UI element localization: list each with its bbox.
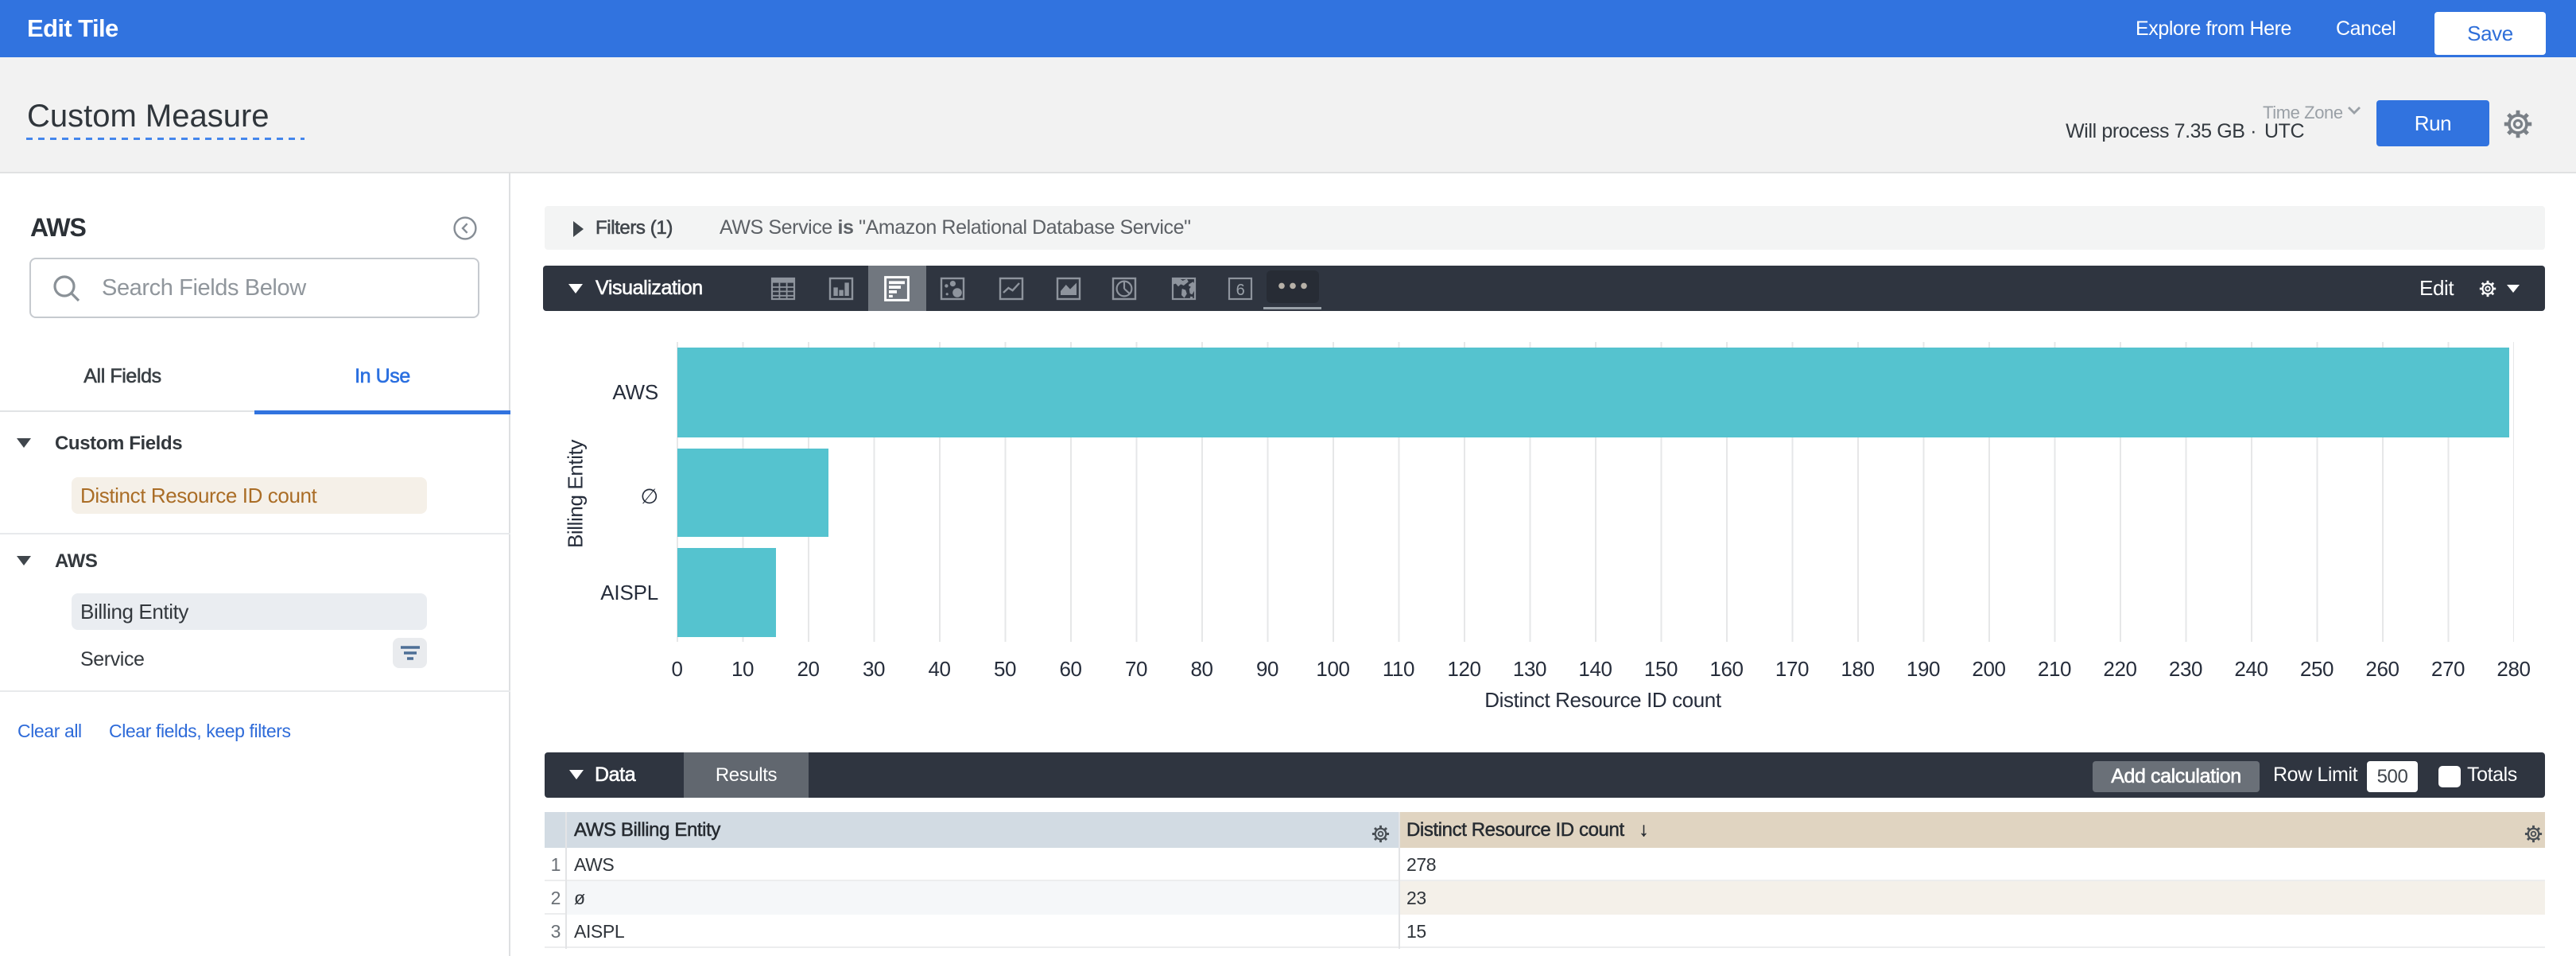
- svg-text:6: 6: [1236, 282, 1245, 299]
